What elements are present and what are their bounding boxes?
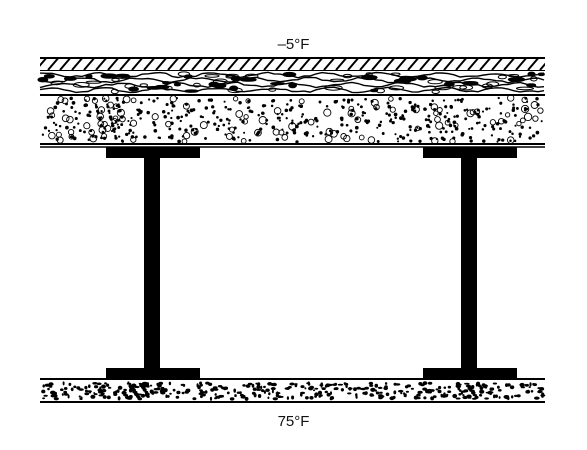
outdoor-temperature-label: –5°F [277, 36, 310, 53]
gravel-floor-slab [40, 378, 546, 403]
insulation-board-layer [40, 94, 545, 145]
i-beam-left [106, 147, 200, 379]
bitumen-gravel-layer [37, 71, 545, 96]
i-beam-right [423, 147, 517, 379]
roof-membrane-layer [40, 57, 545, 72]
indoor-temperature-label: 75°F [277, 413, 310, 430]
